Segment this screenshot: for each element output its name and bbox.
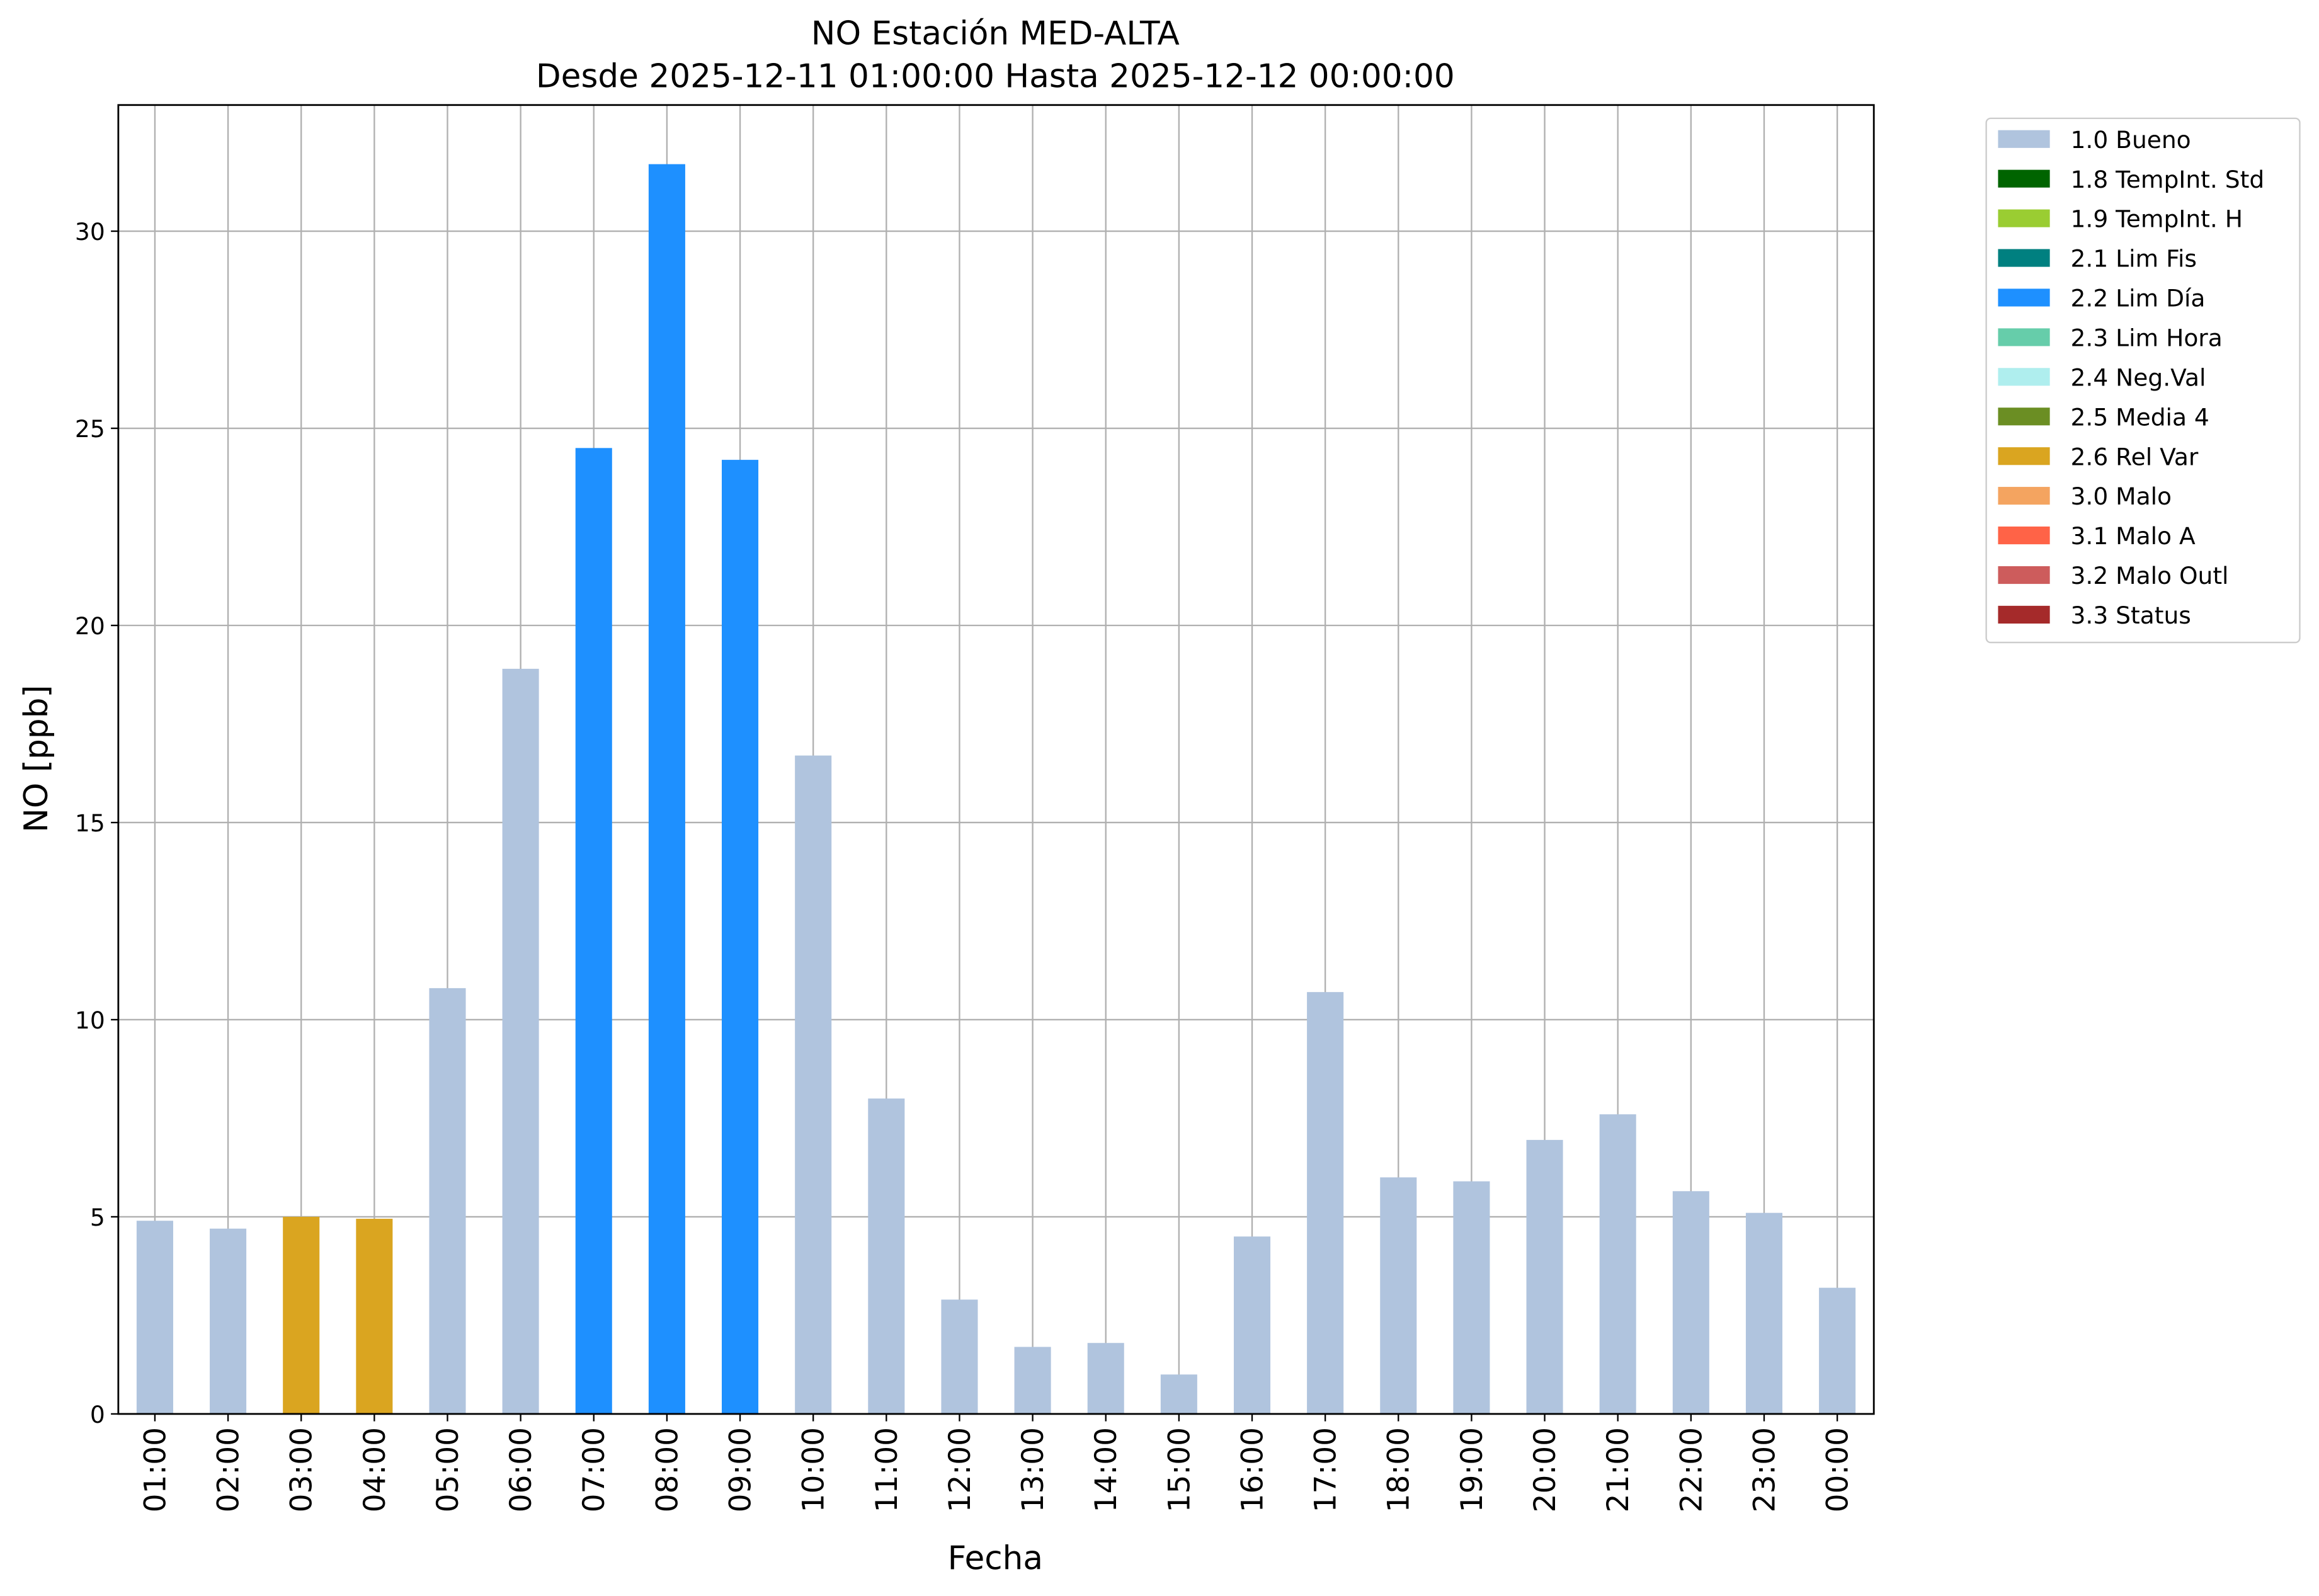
bar	[1014, 1347, 1051, 1414]
bar	[648, 164, 685, 1414]
x-tick-label: 00:00	[1821, 1427, 1855, 1512]
legend-swatch	[1998, 288, 2050, 307]
x-tick-label: 05:00	[431, 1427, 465, 1512]
y-axis-label: NO [ppb]	[18, 685, 55, 832]
x-tick-label: 15:00	[1162, 1427, 1197, 1512]
bar	[575, 448, 612, 1414]
x-tick-label: 17:00	[1309, 1427, 1343, 1512]
legend-swatch	[1998, 487, 2050, 505]
x-tick-label: 20:00	[1528, 1427, 1563, 1512]
legend-label: 1.8 TempInt. Std	[2071, 166, 2265, 193]
x-tick-label: 16:00	[1235, 1427, 1270, 1512]
y-tick-label: 15	[75, 809, 105, 837]
x-tick-label: 23:00	[1747, 1427, 1782, 1512]
x-tick-label: 11:00	[870, 1427, 904, 1512]
plot-frame	[117, 104, 1875, 1415]
bar	[1380, 1177, 1417, 1414]
bar	[868, 1098, 905, 1414]
y-tick-label: 0	[90, 1401, 105, 1428]
y-tick-label: 25	[75, 415, 105, 443]
bar	[429, 988, 466, 1414]
legend-swatch	[1998, 249, 2050, 267]
bar	[1453, 1181, 1490, 1414]
bar	[1819, 1287, 1856, 1414]
legend: 1.0 Bueno 1.8 TempInt. Std 1.9 TempInt. H 2…	[1985, 117, 2301, 644]
x-tick-label: 22:00	[1674, 1427, 1709, 1512]
bar	[795, 755, 832, 1414]
x-tick-label: 09:00	[723, 1427, 758, 1512]
y-tick-label: 30	[75, 218, 105, 246]
legend-label: 3.2 Malo Outl	[2071, 562, 2229, 590]
legend-label: 2.1 Lim Fis	[2071, 245, 2197, 273]
x-tick-label: 18:00	[1382, 1427, 1416, 1512]
legend-label: 3.0 Malo	[2071, 482, 2172, 510]
bar	[1672, 1191, 1709, 1414]
bar	[1160, 1374, 1197, 1414]
x-tick-label: 01:00	[138, 1427, 173, 1512]
legend-frame	[1985, 117, 2301, 644]
legend-label: 2.2 Lim Día	[2071, 285, 2206, 312]
chart-title: NO Estación MED-ALTA	[811, 14, 1180, 52]
legend-label: 2.5 Media 4	[2071, 403, 2209, 431]
bar	[1599, 1114, 1636, 1414]
x-tick-label: 02:00	[212, 1427, 246, 1512]
legend-label: 1.0 Bueno	[2071, 126, 2191, 154]
legend-swatch	[1998, 130, 2050, 148]
legend-swatch	[1998, 526, 2050, 545]
bar	[1233, 1236, 1271, 1414]
legend-swatch	[1998, 447, 2050, 465]
bar	[1526, 1139, 1563, 1414]
x-tick-label: 06:00	[504, 1427, 538, 1512]
bar	[722, 460, 759, 1414]
legend-label: 2.6 Rel Var	[2071, 443, 2199, 470]
legend-swatch	[1998, 169, 2050, 188]
x-tick-label: 13:00	[1016, 1427, 1051, 1512]
bar	[1307, 992, 1344, 1414]
legend-swatch	[1998, 328, 2050, 346]
bar	[210, 1228, 247, 1414]
x-tick-label: 07:00	[577, 1427, 612, 1512]
x-tick-label: 12:00	[943, 1427, 977, 1512]
x-tick-label: 14:00	[1089, 1427, 1124, 1512]
legend-swatch	[1998, 566, 2050, 584]
y-tick-label: 10	[75, 1006, 105, 1034]
legend-swatch	[1998, 408, 2050, 426]
y-tick-label: 20	[75, 612, 105, 640]
bar	[1745, 1212, 1783, 1414]
bar	[136, 1221, 173, 1414]
bar	[356, 1219, 393, 1414]
legend-label: 2.3 Lim Hora	[2071, 324, 2223, 352]
x-tick-label: 03:00	[285, 1427, 319, 1512]
legend-label: 3.3 Status	[2071, 601, 2191, 629]
legend-label: 3.1 Malo A	[2071, 522, 2196, 550]
x-tick-label: 10:00	[797, 1427, 831, 1512]
x-tick-label: 19:00	[1455, 1427, 1490, 1512]
x-tick-label: 04:00	[358, 1427, 392, 1512]
y-tick-label: 5	[90, 1204, 105, 1231]
legend-swatch	[1998, 605, 2050, 624]
bar	[941, 1299, 978, 1414]
legend-label: 2.4 Neg.Val	[2071, 363, 2206, 391]
bar	[1087, 1343, 1124, 1414]
chart-subtitle: Desde 2025-12-11 01:00:00 Hasta 2025-12-…	[536, 58, 1455, 96]
x-tick-label: 08:00	[650, 1427, 685, 1512]
legend-swatch	[1998, 209, 2050, 227]
x-axis-label: Fecha	[948, 1539, 1043, 1577]
bar	[283, 1216, 320, 1414]
legend-swatch	[1998, 368, 2050, 386]
x-tick-label: 21:00	[1601, 1427, 1636, 1512]
legend-label: 1.9 TempInt. H	[2071, 205, 2243, 233]
bar	[502, 668, 539, 1414]
